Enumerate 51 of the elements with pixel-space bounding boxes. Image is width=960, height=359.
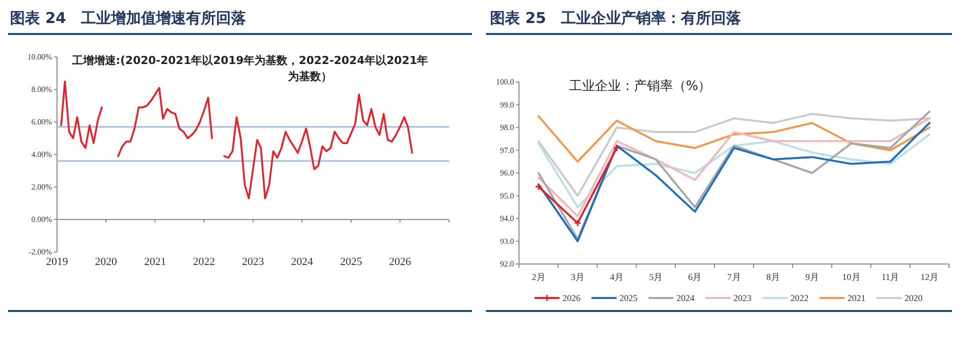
chart-subtitle: 工业企业：产销率（%） xyxy=(568,78,712,94)
y-tick-label: 92.0 xyxy=(500,260,514,269)
x-tick-label: 2020 xyxy=(94,256,118,268)
x-tick-label: 12月 xyxy=(920,272,938,282)
legend-label: 2021 xyxy=(848,292,866,303)
y-tick-label: 93.0 xyxy=(500,236,514,246)
legend-label: 2025 xyxy=(620,292,638,303)
y-tick-label: 2.00% xyxy=(31,182,52,192)
text: 工增增速:(2020-2021年以2019年为基数，2022-2024年以2021年为基数） xyxy=(70,54,428,83)
x-tick-label: 2月 xyxy=(532,272,546,282)
x-tick-label: 7月 xyxy=(727,272,741,282)
line-series xyxy=(538,115,930,163)
point xyxy=(574,219,582,227)
legend-label: 2024 xyxy=(676,292,695,303)
legend-label: 2020 xyxy=(904,292,923,303)
x-tick-label: 8月 xyxy=(766,272,780,282)
y-tick-label: -2.00% xyxy=(28,248,52,257)
line-series xyxy=(538,112,930,197)
y-tick-label: 99.0 xyxy=(500,100,514,110)
y-tick-label: 100.0 xyxy=(496,78,514,87)
x-tick-label: 4月 xyxy=(610,272,624,282)
x-tick-label: 5月 xyxy=(649,272,663,282)
x-tick-label: 2023 xyxy=(242,256,264,268)
line-series xyxy=(538,133,930,208)
x-tick-label: 2025 xyxy=(340,256,363,268)
x-tick-label: 6月 xyxy=(688,272,702,282)
y-tick-label: 97.0 xyxy=(500,146,514,155)
x-tick-label: 2019 xyxy=(46,256,68,268)
y-tick-label: 0.00% xyxy=(31,215,52,224)
legend-label: 2023 xyxy=(734,292,752,303)
x-tick-label: 3月 xyxy=(570,272,584,282)
x-tick-label: 10月 xyxy=(842,272,860,282)
x-tick-label: 2026 xyxy=(389,256,412,268)
y-tick-label: 8.00% xyxy=(31,85,52,94)
x-tick-label: 2024 xyxy=(290,256,314,268)
y-tick-label: 96.0 xyxy=(500,168,514,178)
y-tick-label: 6.00% xyxy=(31,118,52,127)
y-tick-label: 98.0 xyxy=(500,123,514,132)
x-tick-label: 2022 xyxy=(193,256,216,268)
x-tick-label: 11月 xyxy=(882,272,900,282)
line-series xyxy=(538,117,930,218)
x-tick-label: 9月 xyxy=(805,272,819,282)
chart-title: 图表 24 工业增加值增速有所回落 xyxy=(10,9,248,27)
y-tick-label: 95.0 xyxy=(500,191,514,200)
legend-label: 2026 xyxy=(562,292,581,303)
legend-label: 2022 xyxy=(790,292,808,303)
y-tick-label: 4.00% xyxy=(31,150,52,160)
chart-title: 图表 25 工业企业产销率：有所回落 xyxy=(490,9,742,27)
y-tick-label: 94.0 xyxy=(500,214,514,224)
y-tick-label: 10.00% xyxy=(27,52,52,62)
x-tick-label: 2021 xyxy=(144,256,166,268)
